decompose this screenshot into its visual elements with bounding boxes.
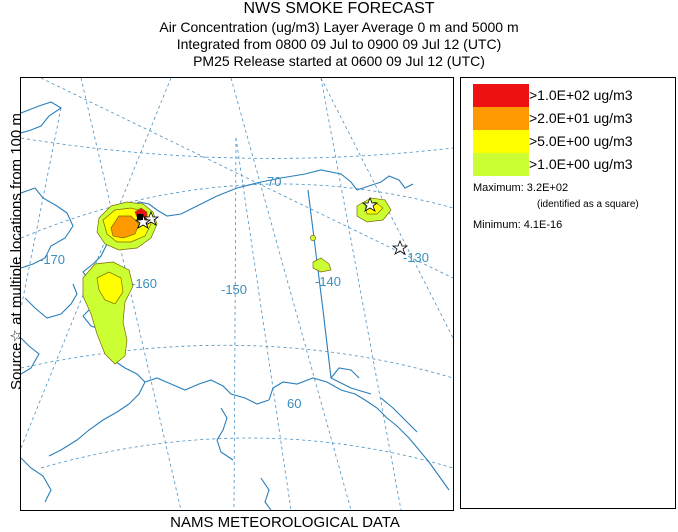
smoke-plumes xyxy=(82,197,392,365)
lon-label-170: -170 xyxy=(39,252,65,267)
legend-label: >1.0E+00 ug/m3 xyxy=(529,156,633,172)
legend-item: >1.0E+00 ug/m3 xyxy=(473,153,673,176)
legend-swatch xyxy=(473,84,529,107)
legend-swatch xyxy=(473,130,529,153)
lat-label-60: 60 xyxy=(287,396,301,411)
legend-swatch xyxy=(473,153,529,176)
graticule xyxy=(21,78,453,510)
source-star-icon xyxy=(361,196,379,212)
legend-label: >2.0E+01 ug/m3 xyxy=(529,110,633,126)
maximum-value: Maximum: 3.2E+02 xyxy=(473,182,569,194)
map-title: NWS SMOKE FORECAST xyxy=(243,0,435,17)
legend-item: >1.0E+02 ug/m3 xyxy=(473,84,673,107)
maximum-square xyxy=(137,214,143,220)
lon-label-160: -160 xyxy=(131,276,157,291)
lon-label-150: -150 xyxy=(221,282,247,297)
map-panel: -170 -160 -150 -140 -130 70 60 xyxy=(20,77,454,511)
subtitle-integration: Integrated from 0800 09 Jul to 0900 09 J… xyxy=(176,36,502,52)
lon-label-130: -130 xyxy=(403,250,429,265)
legend-label: >1.0E+02 ug/m3 xyxy=(529,87,633,103)
subtitle-release: PM25 Release started at 0600 09 Jul 12 (… xyxy=(193,53,485,69)
minimum-value: Minimum: 4.1E-16 xyxy=(473,219,563,231)
maximum-note: (identified as a square) xyxy=(537,199,639,210)
footer-data-source: NAMS METEOROLOGICAL DATA xyxy=(170,514,400,531)
map-canvas: -170 -160 -150 -140 -130 70 60 xyxy=(21,78,453,510)
legend-item: >5.0E+00 ug/m3 xyxy=(473,130,673,153)
legend-swatch xyxy=(473,107,529,130)
plume-dot xyxy=(310,235,316,241)
lon-label-140: -140 xyxy=(315,274,341,289)
plume-west-level3 xyxy=(110,215,140,239)
legend-item: >2.0E+01 ug/m3 xyxy=(473,107,673,130)
legend-panel: >1.0E+02 ug/m3 >2.0E+01 ug/m3 >5.0E+00 u… xyxy=(460,77,676,509)
legend-label: >5.0E+00 ug/m3 xyxy=(529,133,633,149)
lat-label-70: 70 xyxy=(267,174,281,189)
source-stars xyxy=(134,196,409,255)
plume-south-level2 xyxy=(96,271,124,305)
plume-center-small xyxy=(312,257,332,273)
subtitle-concentration: Air Concentration (ug/m3) Layer Average … xyxy=(159,19,519,35)
source-star-icon xyxy=(391,239,409,255)
border-line xyxy=(307,189,372,395)
